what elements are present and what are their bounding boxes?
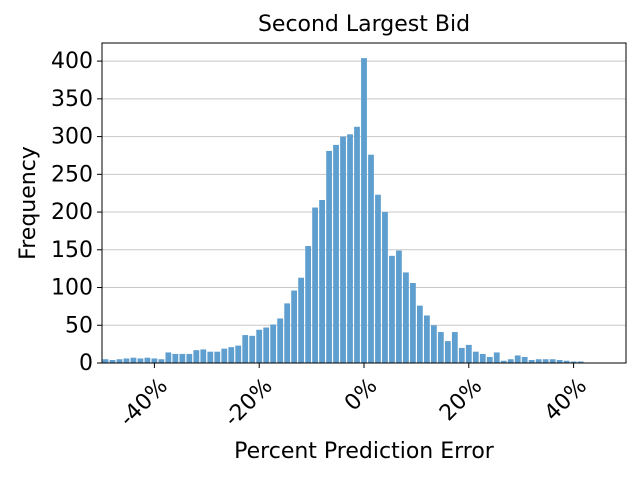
bar [528, 359, 535, 363]
bar [298, 277, 305, 363]
bar [109, 359, 116, 363]
bar [284, 303, 291, 363]
bar [151, 358, 158, 363]
bar [542, 359, 549, 363]
x-tick-label: 40% [540, 374, 592, 426]
bar [535, 359, 542, 363]
bar [465, 344, 472, 363]
y-tick-label: 200 [51, 200, 93, 225]
bar [326, 150, 332, 363]
bar [256, 329, 263, 363]
bar [228, 347, 235, 363]
y-tick-label: 400 [51, 49, 93, 74]
bar [472, 351, 479, 363]
bar [123, 358, 130, 363]
bar [179, 353, 186, 363]
bar [549, 359, 556, 363]
bar [556, 359, 563, 363]
y-tick-label: 0 [79, 351, 93, 376]
x-axis-label: Percent Prediction Error [234, 439, 495, 464]
bar [493, 352, 500, 363]
bar [396, 250, 402, 363]
bar [235, 345, 242, 363]
bar [242, 335, 249, 363]
bar [144, 357, 151, 363]
plot-frame [101, 42, 627, 364]
bar [430, 325, 437, 363]
bar [186, 353, 193, 363]
bar [130, 357, 137, 363]
bar [521, 356, 528, 363]
y-tick-label: 250 [51, 162, 93, 187]
x-tick-label: 20% [435, 374, 487, 426]
bar [486, 356, 493, 363]
x-tick-label: -40% [115, 374, 173, 432]
bar [577, 361, 584, 363]
bar [291, 290, 298, 363]
bar [165, 352, 172, 363]
bar [570, 361, 577, 363]
bar [382, 212, 388, 363]
y-tick-label: 100 [51, 276, 93, 301]
bar [207, 351, 214, 363]
bar [375, 194, 381, 363]
bar [361, 58, 367, 364]
x-tick-label: -20% [220, 374, 278, 432]
bar [479, 353, 486, 363]
chart-title: Second Largest Bid [258, 12, 470, 37]
bar [444, 341, 451, 363]
bar [514, 355, 521, 363]
bar [458, 347, 465, 363]
bar [389, 255, 395, 363]
bar [368, 154, 374, 363]
bar [305, 246, 311, 363]
bar [319, 199, 325, 363]
y-tick-label: 150 [51, 238, 93, 263]
bar [270, 324, 277, 363]
bar [500, 360, 507, 363]
bar [102, 359, 109, 363]
bar [200, 349, 207, 363]
bar [214, 351, 221, 363]
bar [263, 327, 270, 363]
bar [563, 360, 570, 363]
bar [312, 207, 318, 363]
bar [437, 332, 444, 363]
bar [423, 315, 430, 363]
bar [249, 335, 256, 363]
bar [403, 272, 409, 363]
bar [172, 353, 179, 363]
bar [221, 348, 228, 363]
bar [417, 305, 423, 363]
bar [277, 318, 284, 363]
y-axis-label: Frequency [16, 146, 41, 260]
bar [347, 134, 353, 363]
bar [333, 144, 339, 363]
bar [193, 350, 200, 363]
bar [116, 359, 123, 363]
bar [137, 358, 144, 363]
bar [451, 332, 458, 363]
x-tick-label: 0% [340, 374, 382, 416]
bar [410, 283, 416, 363]
bar [507, 359, 514, 363]
y-tick-label: 300 [51, 125, 93, 150]
bar [340, 136, 346, 363]
y-tick-label: 350 [51, 87, 93, 112]
y-tick-label: 50 [65, 313, 93, 338]
bar [354, 126, 360, 363]
bar [158, 359, 165, 363]
